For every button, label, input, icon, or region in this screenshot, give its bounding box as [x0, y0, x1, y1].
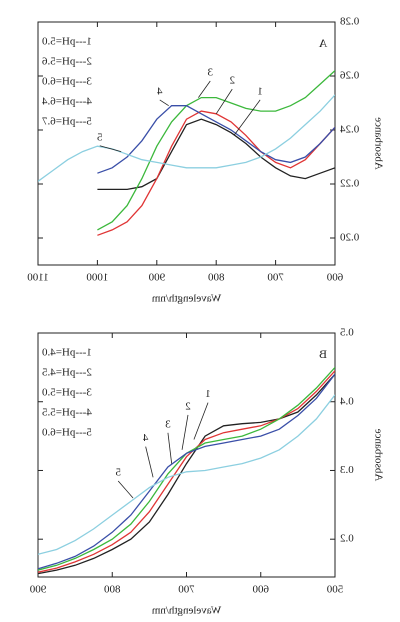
legend-label: 4---pH=5.5 [42, 407, 92, 419]
curve-label: 5 [115, 466, 121, 478]
panel-label: B [319, 347, 327, 361]
curve-label: 3 [165, 418, 171, 430]
curve-label: 1 [257, 85, 263, 97]
curve-label: 5 [97, 131, 103, 143]
legend-label: 2---pH=5.6 [42, 56, 92, 68]
legend-label: 5---pH=6.7 [42, 116, 92, 128]
legend-label: 1---pH=5.0 [42, 36, 92, 48]
x-tick-label: 600 [252, 584, 269, 596]
legend-label: 3---pH=6.0 [42, 76, 92, 88]
x-tick-label: 800 [104, 584, 121, 596]
panel-label: A [318, 36, 327, 50]
series-line [97, 70, 335, 231]
y-tick-label: 0.4 [340, 395, 354, 407]
curve-label: 4 [142, 432, 148, 444]
x-tick-label: 1100 [27, 272, 49, 284]
leader-line [159, 99, 169, 107]
legend-label: 5---pH=6.0 [42, 427, 92, 439]
x-tick-label: 900 [148, 272, 165, 284]
y-axis-title: Absorbance [372, 429, 384, 482]
leader-line [181, 414, 189, 450]
leader-line [198, 80, 211, 98]
x-axis-title: Wavelength/nm [151, 605, 221, 617]
legend-label: 4---pH=6.4 [42, 96, 92, 108]
legend-label: 2---pH=4.5 [42, 367, 92, 379]
series-line [38, 373, 335, 570]
x-axis-title: Wavelength/nm [151, 293, 221, 305]
y-tick-label: 0.28 [340, 16, 360, 28]
y-tick-label: 0.22 [340, 178, 359, 190]
x-tick-label: 700 [267, 272, 284, 284]
plot-frame [37, 332, 336, 578]
series-line [38, 373, 335, 575]
y-tick-label: 0.20 [340, 232, 360, 244]
curve-label: 4 [157, 85, 163, 97]
x-tick-label: 800 [207, 272, 224, 284]
series-line [97, 105, 335, 174]
mirrored-figure: 0.200.220.240.260.2860070080090010001100… [27, 16, 385, 617]
x-tick-label: 600 [326, 272, 343, 284]
series-line [38, 94, 335, 182]
y-tick-label: 0.5 [340, 327, 354, 339]
legend-label: 3---pH=5.0 [42, 387, 92, 399]
x-tick-label: 900 [29, 584, 46, 596]
leader-line [99, 145, 122, 152]
x-tick-label: 500 [326, 584, 343, 596]
leader-line [117, 480, 134, 499]
y-tick-label: 0.26 [340, 70, 360, 82]
leader-line [193, 402, 209, 440]
legend-label: 1---pH=4.0 [42, 347, 92, 359]
x-tick-label: 700 [178, 584, 195, 596]
leader-line [145, 446, 154, 478]
plot-frame [37, 21, 336, 266]
x-tick-label: 1000 [86, 272, 109, 284]
leader-line [233, 99, 261, 136]
y-axis-title: Absorbance [372, 117, 384, 170]
chart: 0.20 0.22 0.24 0.26 0.28 600 700 800 900 1000 1100… [27, 16, 385, 305]
curve-label: 3 [207, 67, 213, 79]
y-tick-label: 0.3 [340, 464, 354, 476]
series-line [38, 370, 335, 573]
series-line [38, 394, 335, 555]
leader-line [215, 88, 233, 115]
y-tick-label: 0.24 [340, 124, 360, 136]
leader-line [167, 432, 173, 464]
curve-label: 2 [229, 75, 235, 87]
curve-label: 2 [185, 401, 191, 413]
curve-label: 1 [205, 388, 211, 400]
chart: 0.2 0.3 0.4 0.5 500 600 700 800 900 Wavelength/nm… [29, 327, 384, 617]
y-tick-label: 0.2 [340, 533, 354, 545]
